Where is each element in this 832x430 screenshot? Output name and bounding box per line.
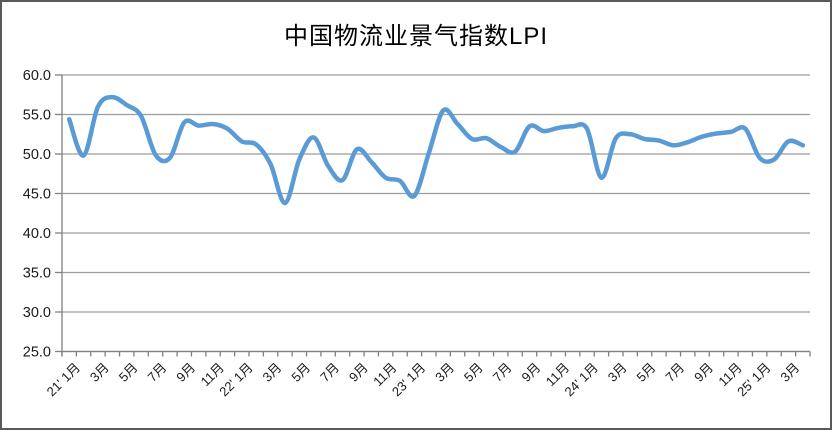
x-axis-label: 5月: [288, 360, 313, 385]
x-axis-label: 5月: [634, 360, 659, 385]
x-axis-label: 7月: [317, 360, 342, 385]
x-axis-label: 3月: [777, 360, 802, 385]
chart-title: 中国物流业景气指数LPI: [283, 23, 549, 50]
x-axis-label: 9月: [346, 360, 371, 385]
x-axis-label: 7月: [490, 360, 515, 385]
x-axis-label: 3月: [605, 360, 630, 385]
y-axis-label: 40.0: [23, 226, 51, 242]
y-axis-label: 50.0: [23, 147, 51, 163]
y-axis-label: 55.0: [23, 108, 51, 124]
x-axis-label: 3月: [87, 360, 112, 385]
x-axis-label: 9月: [691, 360, 716, 385]
y-axis-label: 45.0: [23, 187, 51, 203]
x-axis-label: 21' 1月: [44, 360, 83, 399]
x-axis-label: 7月: [662, 360, 687, 385]
x-axis-label: 3月: [260, 360, 285, 385]
x-axis-label: 5月: [116, 360, 141, 385]
x-axis-label: 9月: [518, 360, 543, 385]
y-axis-label: 25.0: [23, 345, 51, 361]
x-axis-label: 5月: [461, 360, 486, 385]
x-axis-label: 7月: [144, 360, 169, 385]
lpi-series-line: [66, 94, 806, 206]
y-axis-label: 30.0: [23, 305, 51, 321]
x-axis-label: 9月: [173, 360, 198, 385]
y-axis-label: 35.0: [23, 266, 51, 282]
x-axis-label: 3月: [432, 360, 457, 385]
y-axis-label: 60.0: [23, 68, 51, 84]
